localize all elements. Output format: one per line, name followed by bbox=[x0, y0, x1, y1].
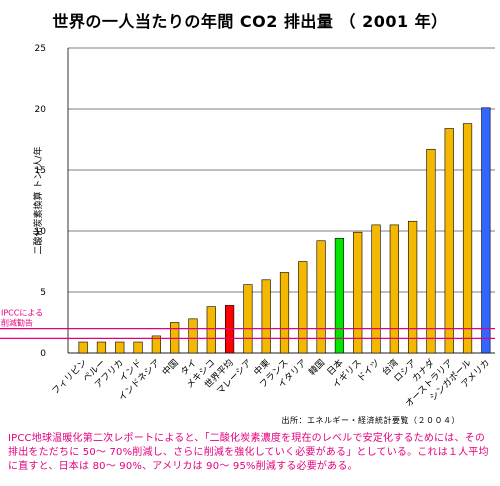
bar bbox=[188, 318, 198, 354]
bar bbox=[426, 148, 436, 354]
bar bbox=[96, 341, 107, 354]
bar bbox=[243, 284, 253, 354]
bar bbox=[408, 220, 418, 354]
y-tick-label: 5 bbox=[40, 288, 46, 298]
bar bbox=[133, 341, 143, 354]
bar bbox=[115, 341, 125, 354]
bar bbox=[444, 128, 454, 354]
bar bbox=[206, 306, 216, 354]
bar bbox=[334, 238, 345, 354]
bar bbox=[316, 240, 326, 354]
y-tick-label: 10 bbox=[35, 227, 47, 237]
x-tick-label: 韓国 bbox=[307, 357, 328, 378]
bar bbox=[78, 341, 88, 354]
y-tick-label: 0 bbox=[40, 349, 46, 359]
ipcc-label: 削減勧告 bbox=[1, 318, 33, 328]
source-note: 出所：エネルギー・経済統計要覧（２００４） bbox=[281, 416, 460, 425]
y-tick-label: 15 bbox=[35, 166, 46, 176]
bar bbox=[170, 322, 180, 354]
chart-title: 世界の一人当たりの年間 CO2 排出量 （ 2001 年） bbox=[52, 12, 448, 31]
bar bbox=[279, 272, 290, 354]
bar bbox=[481, 107, 491, 354]
bar bbox=[353, 231, 363, 354]
footnote: IPCC地球温暖化第二次レポートによると、「二酸化炭素濃度を現在のレベルで安定化… bbox=[8, 433, 489, 472]
y-tick-label: 20 bbox=[35, 105, 47, 115]
bar bbox=[462, 123, 473, 354]
bar bbox=[298, 261, 308, 354]
y-axis-label: 二酸化炭素換算 トン/人/年 bbox=[32, 147, 44, 255]
bar bbox=[371, 224, 381, 354]
bar bbox=[224, 305, 235, 354]
ipcc-label: IPCCによる bbox=[1, 309, 43, 318]
bar bbox=[151, 335, 161, 354]
y-tick-label: 25 bbox=[35, 44, 46, 54]
x-tick-label: 中国 bbox=[160, 357, 181, 378]
bar bbox=[389, 224, 399, 354]
bar bbox=[261, 279, 271, 354]
